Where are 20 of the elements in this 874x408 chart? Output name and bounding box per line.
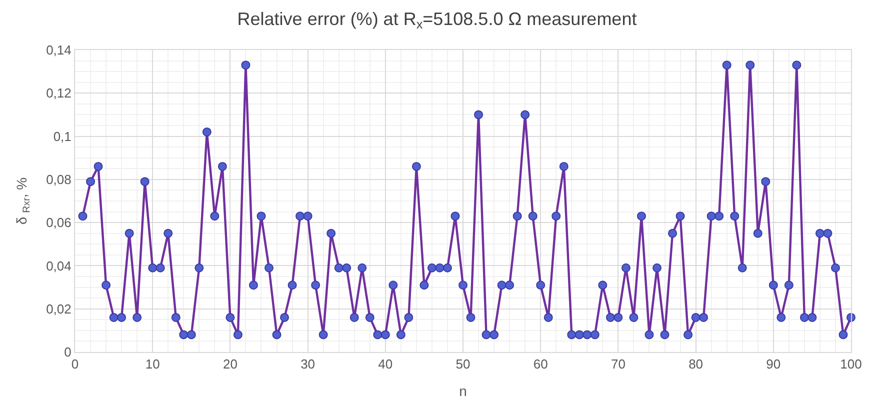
x-tick-label: 80 — [688, 356, 704, 372]
x-tick-label: 40 — [378, 356, 393, 372]
x-tick-label: 70 — [610, 356, 626, 372]
x-tick-label: 60 — [533, 356, 548, 372]
y-tick-label: 0 — [64, 344, 72, 360]
y-tick-label: 0,14 — [46, 42, 72, 58]
x-tick-label: 50 — [456, 356, 470, 372]
x-tick-label: 10 — [145, 356, 160, 372]
y-tick-label: 0,06 — [46, 215, 72, 230]
x-axis-title: n — [459, 382, 467, 399]
y-tick-label: 0,1 — [53, 128, 72, 144]
x-tick-label: 90 — [766, 356, 781, 372]
y-tick-label: 0,04 — [46, 258, 72, 274]
x-tick-label: 30 — [300, 356, 316, 372]
y-tick-label: 0,02 — [46, 301, 72, 316]
chart-title: Relative error (%) at R$_{x}$=5108.5.0 Ω measurement — [237, 8, 637, 32]
x-tick-label: 100 — [840, 356, 862, 372]
y-tick-label: 0,12 — [46, 86, 72, 101]
x-tick-label: 20 — [222, 356, 238, 372]
y-tick-label: 0,08 — [46, 172, 72, 187]
